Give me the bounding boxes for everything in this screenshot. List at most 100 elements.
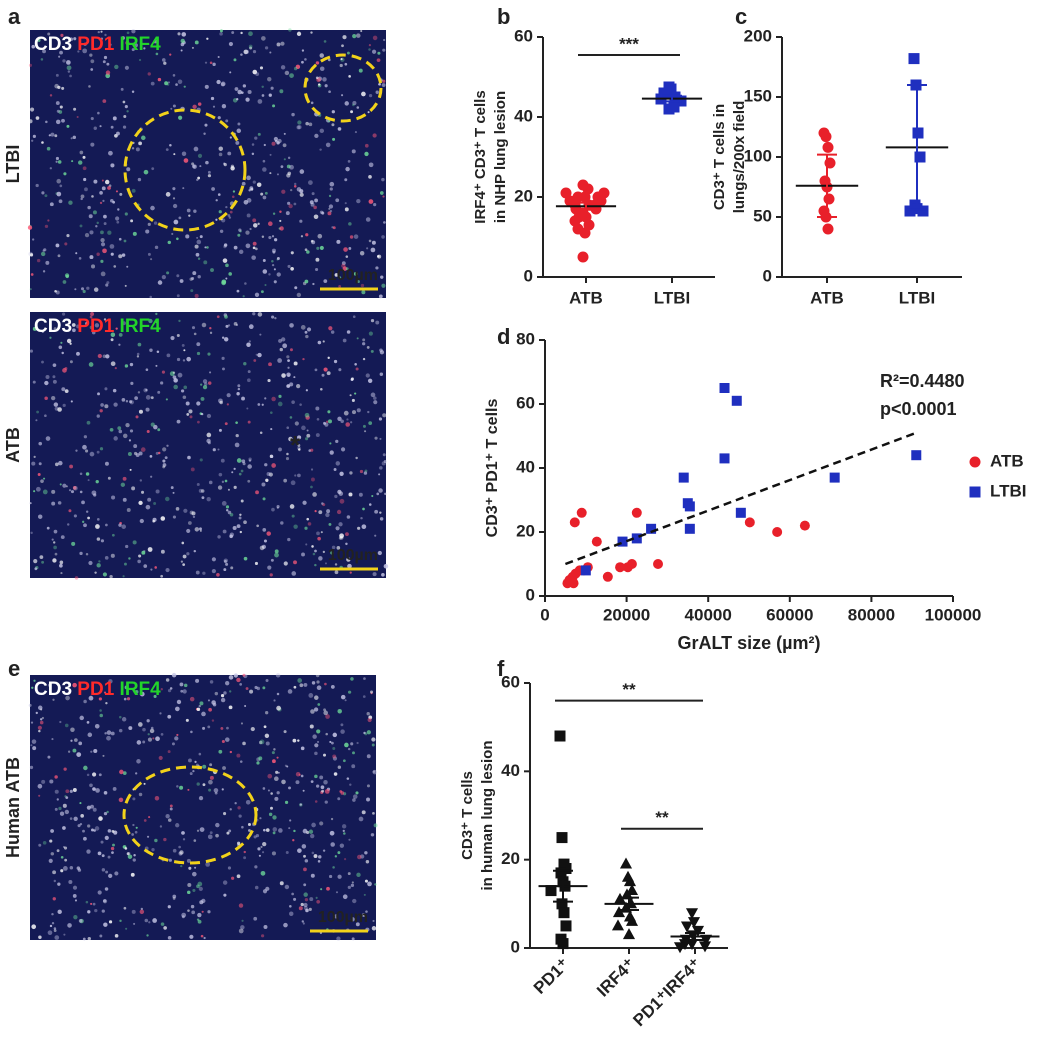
cell	[89, 230, 94, 235]
cell	[106, 730, 112, 735]
cell	[262, 842, 267, 847]
point	[612, 906, 626, 918]
cell	[283, 478, 288, 483]
cell	[102, 354, 107, 359]
cell	[100, 271, 106, 277]
cell	[268, 235, 272, 240]
cell	[289, 382, 294, 387]
cell	[118, 523, 122, 527]
cell	[57, 501, 62, 505]
cell	[182, 689, 187, 694]
cell	[283, 132, 286, 135]
cell	[383, 460, 387, 464]
cell	[317, 536, 321, 541]
cell	[383, 563, 389, 569]
cell	[139, 691, 145, 697]
cell	[278, 447, 282, 452]
cell	[251, 255, 256, 260]
cell	[202, 783, 206, 787]
cell	[222, 529, 227, 534]
cell	[197, 257, 201, 260]
cell	[271, 248, 276, 253]
cell	[271, 751, 275, 755]
cell	[246, 213, 251, 218]
cell	[204, 246, 207, 249]
cell	[374, 534, 377, 537]
cell	[330, 817, 334, 821]
cell	[339, 535, 344, 540]
cell	[271, 851, 276, 856]
cell	[272, 759, 276, 764]
cell	[313, 854, 318, 858]
cell	[78, 741, 83, 746]
cell	[248, 340, 251, 343]
cell	[322, 77, 327, 82]
cell	[338, 368, 342, 372]
cell	[332, 756, 338, 761]
cell	[59, 560, 64, 565]
cell	[344, 178, 348, 182]
cell	[100, 242, 106, 247]
cell	[79, 822, 83, 826]
cell	[126, 167, 131, 172]
cell	[178, 115, 183, 120]
cell	[296, 187, 302, 192]
cell	[80, 287, 85, 291]
cell	[30, 531, 33, 535]
cell	[117, 426, 122, 431]
cell	[93, 287, 99, 292]
cell	[160, 733, 164, 736]
cell	[178, 845, 181, 849]
cell	[280, 521, 284, 525]
cell	[315, 76, 319, 80]
cell	[131, 48, 135, 52]
cell	[87, 732, 93, 738]
cell	[29, 288, 32, 291]
cell	[209, 327, 212, 330]
cell	[175, 83, 178, 86]
cell	[221, 788, 224, 791]
cell	[149, 728, 155, 734]
cell	[123, 697, 127, 701]
cell	[141, 490, 145, 494]
cell	[37, 473, 41, 477]
cell	[288, 28, 292, 32]
cell	[333, 772, 338, 776]
panel-label: e	[8, 656, 20, 681]
cell	[267, 789, 270, 792]
y-axis-label: CD3⁺ T cells in	[711, 104, 728, 210]
cell	[235, 421, 238, 424]
cell	[255, 353, 258, 356]
cell	[228, 41, 234, 47]
cell	[147, 733, 150, 736]
cell	[296, 384, 301, 389]
cell	[201, 711, 206, 717]
cell	[350, 677, 354, 681]
cell	[224, 479, 228, 483]
cell	[47, 219, 50, 222]
cell	[260, 290, 264, 294]
cell	[206, 432, 212, 438]
cell	[190, 730, 193, 734]
cell	[246, 407, 249, 410]
cell	[100, 259, 104, 263]
cell	[125, 422, 130, 428]
cell	[37, 783, 43, 789]
cell	[230, 164, 235, 168]
cell	[193, 209, 197, 213]
cell	[314, 510, 317, 513]
cell	[331, 123, 335, 127]
cell	[312, 552, 316, 556]
cell	[322, 753, 326, 757]
cell	[155, 52, 159, 56]
cell	[100, 539, 105, 543]
cell	[140, 685, 143, 688]
cell	[175, 507, 180, 511]
cell	[29, 253, 34, 257]
cell	[305, 389, 308, 392]
cell	[370, 833, 375, 837]
cell	[59, 483, 62, 486]
cell	[125, 40, 130, 46]
cell	[59, 811, 65, 816]
cell	[87, 479, 90, 482]
